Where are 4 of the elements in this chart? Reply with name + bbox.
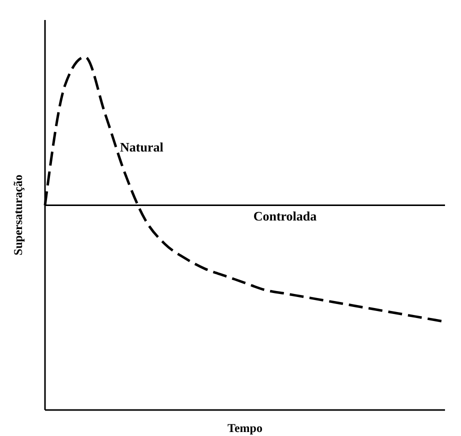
y-axis-title: Supersaturação	[11, 174, 25, 256]
x-axis-title: Tempo	[228, 421, 262, 435]
series-label: Controlada	[253, 208, 318, 224]
series-label: Natural	[120, 139, 164, 154]
